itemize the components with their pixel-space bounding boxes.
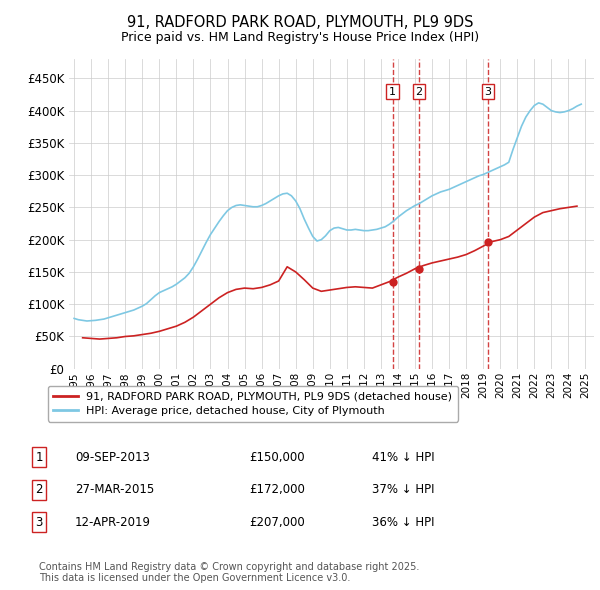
Text: 3: 3 xyxy=(35,516,43,529)
Text: 12-APR-2019: 12-APR-2019 xyxy=(75,516,151,529)
Text: Contains HM Land Registry data © Crown copyright and database right 2025.
This d: Contains HM Land Registry data © Crown c… xyxy=(39,562,419,584)
Text: 37% ↓ HPI: 37% ↓ HPI xyxy=(372,483,434,496)
Text: 41% ↓ HPI: 41% ↓ HPI xyxy=(372,451,434,464)
Text: £150,000: £150,000 xyxy=(249,451,305,464)
Text: £172,000: £172,000 xyxy=(249,483,305,496)
Text: 1: 1 xyxy=(389,87,396,97)
Text: 09-SEP-2013: 09-SEP-2013 xyxy=(75,451,150,464)
Legend: 91, RADFORD PARK ROAD, PLYMOUTH, PL9 9DS (detached house), HPI: Average price, d: 91, RADFORD PARK ROAD, PLYMOUTH, PL9 9DS… xyxy=(47,386,458,422)
Text: 2: 2 xyxy=(415,87,422,97)
Text: 91, RADFORD PARK ROAD, PLYMOUTH, PL9 9DS: 91, RADFORD PARK ROAD, PLYMOUTH, PL9 9DS xyxy=(127,15,473,30)
Text: 27-MAR-2015: 27-MAR-2015 xyxy=(75,483,154,496)
Text: 2: 2 xyxy=(35,483,43,496)
Text: Price paid vs. HM Land Registry's House Price Index (HPI): Price paid vs. HM Land Registry's House … xyxy=(121,31,479,44)
Text: 3: 3 xyxy=(484,87,491,97)
Text: 1: 1 xyxy=(35,451,43,464)
Text: 36% ↓ HPI: 36% ↓ HPI xyxy=(372,516,434,529)
Text: £207,000: £207,000 xyxy=(249,516,305,529)
